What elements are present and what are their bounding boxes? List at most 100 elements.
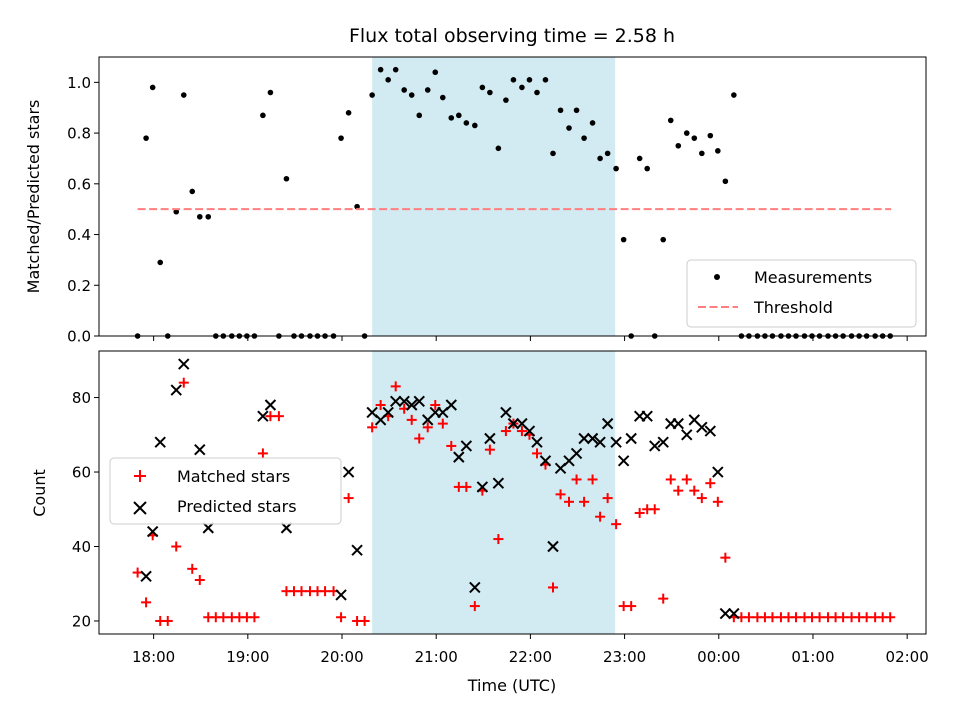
top-y-tick-label: 0.8 <box>67 125 91 143</box>
measurement-point <box>180 92 187 98</box>
predicted-star-point <box>194 443 206 456</box>
predicted-star-point <box>453 451 465 463</box>
measurement-point <box>503 97 509 103</box>
measurement-point <box>519 84 525 91</box>
measurement-point <box>683 130 690 136</box>
predicted-star-point <box>264 399 277 411</box>
top-panel: 0.0 0.2 0.4 0.6 0.8 1.0 Matched/Predicted sta… <box>24 56 927 346</box>
predicted-star-point <box>202 522 214 534</box>
top-panel-x-ticks <box>153 336 908 341</box>
matched-star-point <box>602 493 613 504</box>
matched-star-point <box>265 411 276 422</box>
predicted-star-point <box>389 395 402 407</box>
predicted-star-point <box>280 522 293 534</box>
matched-star-point <box>359 615 370 626</box>
matched-star-point <box>564 496 575 507</box>
predicted-star-point <box>500 406 512 419</box>
measurement-point <box>566 125 572 131</box>
measurement-point <box>439 94 446 101</box>
matched-star-point <box>484 444 495 455</box>
matched-star-point <box>375 399 386 410</box>
measurement-point <box>196 213 203 220</box>
matched-star-point <box>446 440 457 451</box>
matched-star-point <box>343 493 354 504</box>
predicted-star-point <box>531 436 543 448</box>
measurement-point <box>354 203 360 210</box>
measurement-point <box>385 77 391 83</box>
matched-star-point <box>791 612 802 623</box>
predicted-star-point <box>578 432 590 445</box>
predicted-star-point <box>351 544 363 556</box>
bottom-panel-ylabel: Count <box>30 469 49 517</box>
measurement-point <box>550 150 556 157</box>
legend-predicted-stars-label: Predicted stars <box>177 497 297 516</box>
x-tick-label: 19:00 <box>226 648 269 666</box>
predicted-star-point <box>586 432 599 445</box>
measurement-point <box>463 120 470 126</box>
matched-star-point <box>469 601 480 612</box>
measurement-point <box>424 87 431 93</box>
measurement-point <box>173 208 180 215</box>
measurement-point <box>377 66 384 73</box>
measurement-point <box>408 92 415 98</box>
matched-star-point <box>555 489 566 500</box>
measurement-point <box>345 110 352 116</box>
predicted-star-point <box>460 440 473 452</box>
predicted-star-point <box>610 436 622 448</box>
measurement-point <box>338 135 344 141</box>
matched-star-point <box>861 612 872 623</box>
top-panel-y-ticks: 0.0 0.2 0.4 0.6 0.8 1.0 <box>67 74 99 346</box>
measurement-point <box>416 112 423 119</box>
matched-star-point <box>743 612 754 623</box>
matched-star-point <box>548 582 559 593</box>
predicted-star-point <box>617 455 630 467</box>
measurement-point <box>472 122 478 129</box>
matched-star-point <box>171 541 182 552</box>
chart-title: Flux total observing time = 2.58 h <box>349 25 675 47</box>
predicted-star-point <box>641 410 653 422</box>
measurement-point <box>189 188 196 195</box>
bottom-panel-y-ticks: 20 40 60 80 <box>72 389 99 630</box>
matched-star-point <box>218 612 229 623</box>
predicted-star-point <box>728 607 740 620</box>
predicted-star-point <box>704 425 717 437</box>
matched-star-point <box>336 612 347 623</box>
matched-star-point <box>178 377 189 388</box>
top-y-tick-label: 1.0 <box>67 74 91 92</box>
matched-star-point <box>767 612 778 623</box>
matched-star-point <box>437 418 448 429</box>
measurement-point <box>573 107 580 114</box>
predicted-star-point <box>507 417 520 430</box>
predicted-star-point <box>523 425 536 437</box>
bottom-panel-x-ticks: 18:00 19:00 20:00 21:00 22:00 23:00 00:00 01:00… <box>132 634 929 666</box>
top-panel-shade <box>372 57 616 336</box>
matched-star-point <box>430 399 441 410</box>
matched-star-point <box>249 612 260 623</box>
matched-star-point <box>162 615 173 626</box>
predicted-star-point <box>469 581 481 594</box>
matched-star-point <box>461 481 472 492</box>
matched-star-point <box>658 593 669 604</box>
predicted-star-point <box>601 417 614 430</box>
x-tick-label: 01:00 <box>791 648 834 666</box>
legend-threshold-label: Threshold <box>753 298 833 317</box>
matched-star-point <box>579 496 590 507</box>
x-tick-label: 21:00 <box>415 648 458 666</box>
matched-star-point <box>422 422 433 433</box>
bottom-y-tick-label: 80 <box>72 389 91 407</box>
matched-star-point <box>649 504 660 515</box>
predicted-star-point <box>146 525 159 538</box>
predicted-star-point <box>696 421 708 434</box>
matched-star-point <box>681 474 692 485</box>
matched-star-point <box>673 485 684 496</box>
top-y-tick-label: 0.0 <box>67 328 91 346</box>
predicted-star-point <box>594 436 606 448</box>
matched-star-point <box>493 534 504 545</box>
top-y-tick-label: 0.6 <box>67 175 91 193</box>
measurement-point <box>401 87 407 93</box>
matched-star-point <box>696 493 707 504</box>
predicted-star-point <box>625 432 637 445</box>
measurement-point <box>526 77 533 83</box>
matched-star-point <box>885 612 896 623</box>
